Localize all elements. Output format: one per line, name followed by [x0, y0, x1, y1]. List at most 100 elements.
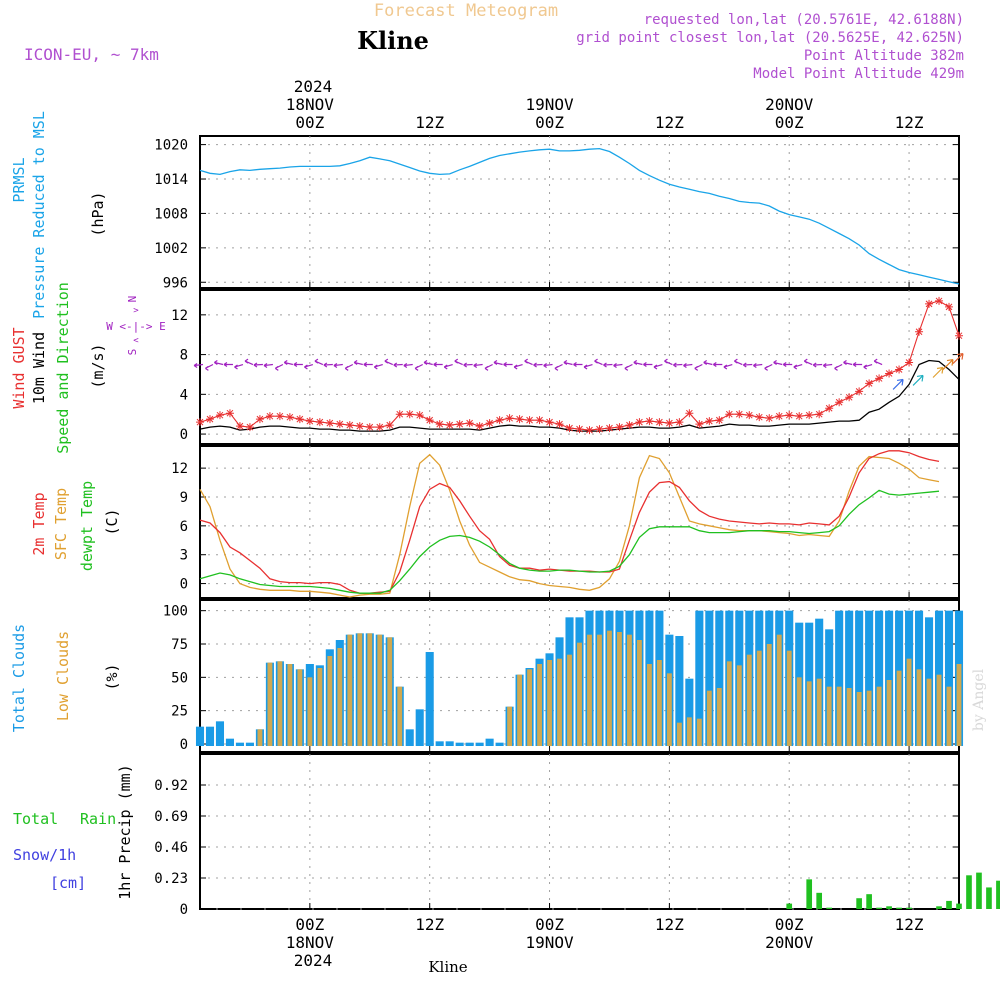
- precip-bar: [966, 875, 972, 909]
- gust-marker: [695, 420, 704, 429]
- y-tick-label: 1020: [154, 138, 188, 154]
- total-cloud-bar: [675, 636, 684, 746]
- wind-direction-arrow: [503, 362, 513, 368]
- low-cloud-bar: [347, 634, 353, 746]
- wind-direction-arrow: [263, 363, 273, 369]
- wind-direction-arrow: [624, 363, 633, 371]
- wind-direction-arrow: [594, 358, 603, 366]
- wind-dir-label: Speed and Direction: [54, 282, 72, 454]
- total-cloud-bar: [944, 610, 954, 746]
- gust-marker: [435, 420, 444, 429]
- wind-direction-arrow: [344, 363, 354, 371]
- y-tick-label: 4: [180, 387, 188, 403]
- wind-direction-arrow: [463, 362, 473, 368]
- total-cloud-bar: [415, 709, 424, 746]
- precip-cm-label: [cm]: [50, 874, 86, 892]
- precip-bar: [886, 906, 892, 909]
- precip-bar: [896, 907, 902, 909]
- wind-direction-arrow: [822, 363, 833, 369]
- compass-lower-arrow: <: [133, 336, 139, 346]
- low-cloud-bar: [926, 678, 932, 746]
- gust-marker: [485, 419, 494, 428]
- total-cloud-bar: [865, 610, 874, 746]
- y-tick-label: 25: [171, 704, 188, 720]
- gust-marker: [385, 421, 394, 430]
- wind-gust-label: Wind GUST: [10, 327, 28, 408]
- low-cloud-bar: [507, 706, 513, 746]
- gust-marker: [355, 422, 364, 431]
- gust-marker: [335, 420, 344, 429]
- low-cloud-bar: [517, 674, 523, 746]
- low-cloud-bar: [706, 690, 712, 746]
- gust-marker: [395, 410, 404, 419]
- gust-marker: [515, 415, 524, 424]
- gust-marker: [255, 415, 264, 424]
- precip-bar: [866, 894, 872, 909]
- wind-direction-arrow: [852, 362, 863, 368]
- wind-direction-arrow: [384, 358, 393, 366]
- gust-marker: [555, 420, 564, 429]
- low-cloud-bar: [257, 729, 263, 746]
- gust-marker: [675, 418, 684, 427]
- wind-direction-arrow: [205, 363, 214, 371]
- bottom-hour-label: 12Z: [895, 915, 924, 934]
- low-cloud-bar: [686, 717, 692, 746]
- gust-marker: [835, 398, 844, 407]
- precip-unit: 1hr Precip (mm): [116, 764, 134, 899]
- y-tick-label: 0: [180, 577, 188, 593]
- wind-direction-arrow: [533, 362, 543, 368]
- gust-marker: [495, 416, 504, 425]
- temperature-panel: 2m Temp SFC Temp dewpt Temp (C) 0 3 6 9 12: [30, 445, 960, 599]
- precip-rain-label: Rain: [80, 810, 116, 828]
- gust-marker: [805, 411, 814, 420]
- y-tick-label: 0: [180, 902, 188, 918]
- gust-marker: [855, 387, 864, 396]
- low-cloud-bar: [277, 661, 283, 746]
- wind-direction-arrow: [414, 363, 423, 371]
- gust-marker: [875, 374, 884, 383]
- bottom-day-label: 19NOV: [525, 933, 574, 952]
- gust-marker: [775, 412, 784, 421]
- wind-direction-arrow: [664, 358, 673, 366]
- gust-marker: [655, 418, 664, 427]
- gust-marker: [455, 420, 464, 429]
- bottom-year-label: 2024: [294, 951, 333, 970]
- wind-direction-arrow: [433, 362, 443, 368]
- wind-direction-arrow: [513, 363, 523, 370]
- gust-marker: [225, 409, 234, 418]
- gust-marker: [645, 417, 654, 426]
- low-clouds-label: Low Clouds: [54, 631, 72, 721]
- gust-marker: [935, 296, 944, 305]
- low-cloud-bar: [537, 664, 542, 746]
- gust-marker: [325, 419, 334, 428]
- total-cloud-bar: [225, 738, 235, 746]
- top-hour-label: 12Z: [415, 113, 444, 132]
- footer-location: Kline: [428, 958, 467, 976]
- precip-bar: [906, 907, 912, 909]
- gust-marker: [825, 404, 834, 413]
- y-tick-label: 8: [180, 348, 188, 364]
- gust-marker: [415, 411, 424, 420]
- wind-direction-arrow: [653, 363, 663, 370]
- panel-frame: [199, 445, 960, 599]
- wind-direction-arrow: [812, 362, 823, 368]
- total-cloud-bar: [465, 742, 474, 746]
- wind-direction-arrow: [234, 363, 244, 370]
- gust-marker: [605, 424, 614, 433]
- low-cloud-bar: [527, 669, 532, 746]
- low-cloud-bar: [287, 664, 293, 746]
- total-cloud-bar: [405, 729, 414, 746]
- low-cloud-bar: [357, 633, 363, 746]
- y-tick-label: 75: [171, 637, 188, 653]
- bottom-day-label: 18NOV: [286, 933, 335, 952]
- panel-frame: [199, 135, 960, 289]
- wind-direction-arrow: [633, 359, 643, 366]
- clouds-unit: (%): [103, 663, 121, 690]
- low-cloud-bar: [367, 633, 373, 746]
- low-cloud-bar: [716, 688, 722, 746]
- bottom-hour-label: 00Z: [535, 915, 564, 934]
- wind-direction-arrow: [223, 362, 233, 368]
- y-tick-label: 50: [171, 670, 188, 686]
- total-cloud-bar: [695, 610, 704, 746]
- precip-panel: Total Rain Snow/1h [cm] 1hr Precip (mm) …: [13, 753, 1000, 918]
